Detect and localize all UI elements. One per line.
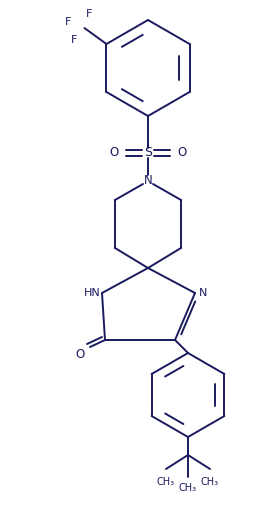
Text: CH₃: CH₃ [201,477,219,487]
Text: O: O [109,146,119,160]
Text: CH₃: CH₃ [179,483,197,493]
Text: HN: HN [84,288,100,298]
Text: O: O [177,146,187,160]
Text: S: S [144,146,152,160]
Text: F: F [71,35,78,45]
Text: F: F [86,9,93,19]
Text: F: F [65,17,72,27]
Text: N: N [199,288,207,298]
Text: N: N [144,174,152,186]
Text: O: O [75,347,85,361]
Text: CH₃: CH₃ [157,477,175,487]
